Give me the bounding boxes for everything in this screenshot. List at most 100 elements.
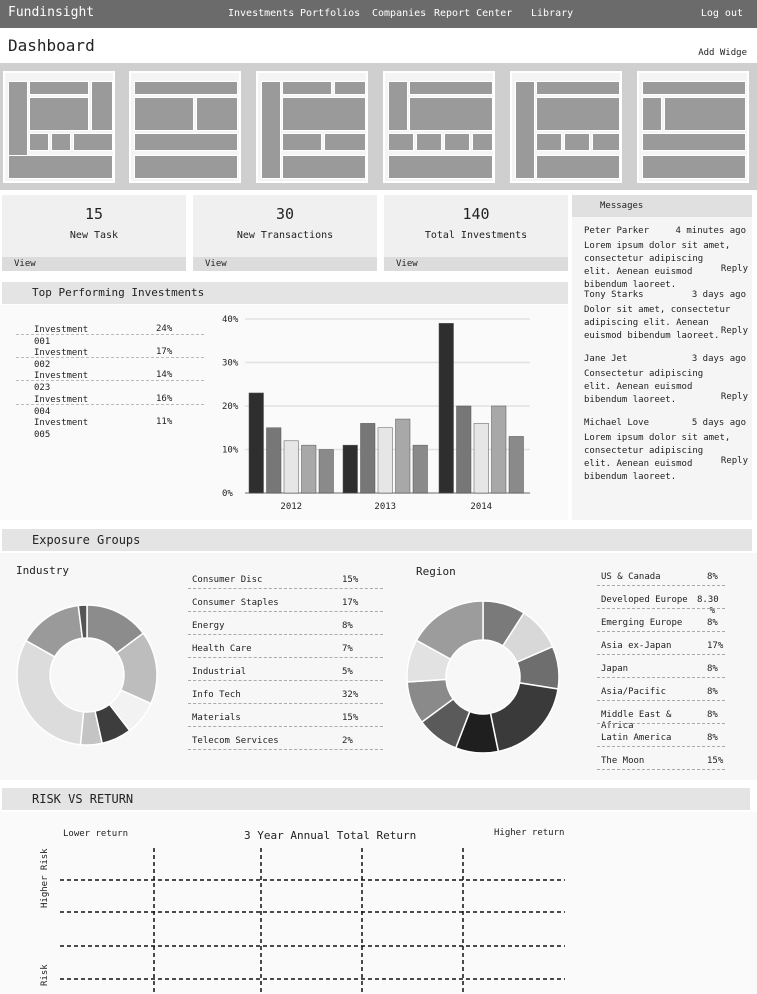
message-time: 3 days ago (691, 290, 746, 300)
layout-tile[interactable] (510, 71, 622, 183)
row-divider (597, 631, 725, 632)
row-divider (188, 680, 383, 681)
reply-button[interactable]: Reply (720, 392, 748, 402)
row-divider (16, 380, 204, 381)
investment-row[interactable]: Investment 001 24% (16, 324, 204, 347)
row-divider (597, 700, 725, 701)
row-divider (597, 654, 725, 655)
nav-investments[interactable]: Investments (228, 8, 295, 19)
nav-report-center[interactable]: Report Center (434, 8, 513, 19)
y-tick-label: 10% (222, 446, 239, 456)
bar (360, 423, 376, 494)
donut-slice (415, 600, 484, 661)
nav-companies[interactable]: Companies (372, 8, 427, 19)
region-donut-chart (406, 600, 560, 754)
stat-card-new-transactions: 30 New Transactions View (193, 195, 377, 271)
row-divider (597, 608, 725, 609)
row-divider (597, 769, 725, 770)
risk-return-panel (0, 812, 757, 994)
stat-value: 30 (275, 205, 295, 223)
risk-return-header: RISK VS RETURN (2, 788, 750, 810)
region-name: Japan (601, 664, 629, 674)
region-pct: 8% (707, 618, 718, 628)
row-divider (16, 357, 204, 358)
message-body: Consectetur adipiscing elit. Aenean euis… (584, 369, 704, 405)
bar (283, 440, 299, 494)
reply-button[interactable]: Reply (720, 326, 748, 336)
row-divider (597, 746, 725, 747)
stat-value: 140 (462, 205, 490, 223)
row-divider (188, 611, 383, 612)
add-widget-button[interactable]: Add Widge (698, 48, 747, 58)
industry-name: Energy (192, 621, 225, 631)
layout-tile[interactable] (383, 71, 495, 183)
brand-logo[interactable]: Fundinsight (8, 5, 95, 20)
layout-carousel (0, 63, 757, 190)
layout-tile[interactable] (637, 71, 749, 183)
investment-row[interactable]: Investment 004 16% (16, 394, 204, 417)
investment-pct: 14% (156, 370, 173, 380)
view-button[interactable]: View (193, 257, 377, 271)
investment-pct: 11% (156, 417, 173, 427)
bar (456, 405, 472, 494)
view-button[interactable]: View (384, 257, 568, 271)
investment-pct: 17% (156, 347, 173, 357)
row-divider (188, 634, 383, 635)
region-name: Latin America (601, 733, 672, 743)
bar (301, 444, 317, 494)
row-divider (597, 585, 725, 586)
row-divider (188, 657, 383, 658)
row-divider (16, 334, 204, 335)
industry-pct: 17% (342, 598, 359, 608)
industry-pct: 2% (342, 736, 353, 746)
region-pct: 8% (707, 710, 718, 720)
message-time: 5 days ago (691, 418, 746, 428)
message-body: Lorem ipsum dolor sit amet, consectetur … (584, 241, 731, 290)
region-pct: 8% (707, 664, 718, 674)
bar (342, 444, 358, 494)
layout-tile[interactable] (129, 71, 241, 183)
y-tick-label: 20% (222, 402, 239, 412)
industry-pct: 5% (342, 667, 353, 677)
bar (318, 449, 334, 494)
nav-library[interactable]: Library (531, 8, 574, 19)
y-tick-label: 0% (222, 489, 233, 499)
region-name: Developed Europe (601, 595, 688, 605)
industry-name: Telecom Services (192, 736, 279, 746)
x-tick-label: 2014 (470, 502, 492, 512)
industry-name: Health Care (192, 644, 252, 654)
view-button[interactable]: View (2, 257, 186, 271)
nav-portfolios[interactable]: Portfolios (300, 8, 361, 19)
exposure-groups-header: Exposure Groups (2, 529, 752, 551)
logout-link[interactable]: Log out (700, 8, 743, 19)
risk-return-chart-title: 3 Year Annual Total Return (244, 829, 417, 842)
investment-row[interactable]: Investment 002 17% (16, 347, 204, 370)
layout-tile[interactable] (3, 71, 115, 183)
message-sender: Michael Love (584, 418, 650, 428)
page-title: Dashboard (8, 36, 95, 55)
investment-name: Investment 005 (34, 418, 89, 440)
region-pct: 8% (707, 572, 718, 582)
investment-row[interactable]: Investment 023 14% (16, 370, 204, 393)
top-performing-bar-chart: 0% 10% 20% 30% 40% 2012 2013 2014 (222, 315, 530, 512)
bar (377, 427, 393, 494)
investment-name: Investment 004 (34, 395, 89, 417)
y-tick-label: 30% (222, 359, 239, 369)
industry-name: Materials (192, 713, 241, 723)
reply-button[interactable]: Reply (720, 264, 748, 274)
row-divider (16, 404, 204, 405)
message-sender: Jane Jet (584, 354, 628, 364)
region-title: Region (416, 565, 456, 578)
row-divider (188, 588, 383, 589)
stat-card-total-investments: 140 Total Investments View (384, 195, 568, 271)
row-divider (188, 749, 383, 750)
message-time: 3 days ago (691, 354, 746, 364)
investment-row[interactable]: Investment 005 11% (34, 417, 184, 440)
bar (266, 427, 282, 494)
layout-tile[interactable] (256, 71, 368, 183)
x-tick-label: 2013 (374, 502, 396, 512)
reply-button[interactable]: Reply (720, 456, 748, 466)
investment-pct: 16% (156, 394, 173, 404)
region-pct: 8% (707, 733, 718, 743)
industry-pct: 8% (342, 621, 353, 631)
